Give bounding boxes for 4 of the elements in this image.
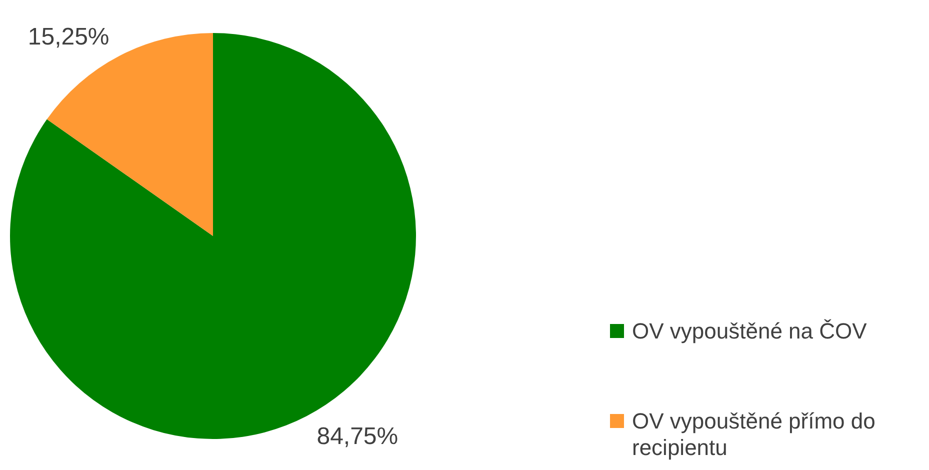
- data-label: 84,75%: [316, 423, 398, 450]
- legend-label: OV vypouštěné přímo do recipientu: [632, 408, 876, 460]
- legend-label: OV vypouštěné na ČOV: [632, 318, 868, 344]
- data-label: 15,25%: [28, 24, 110, 51]
